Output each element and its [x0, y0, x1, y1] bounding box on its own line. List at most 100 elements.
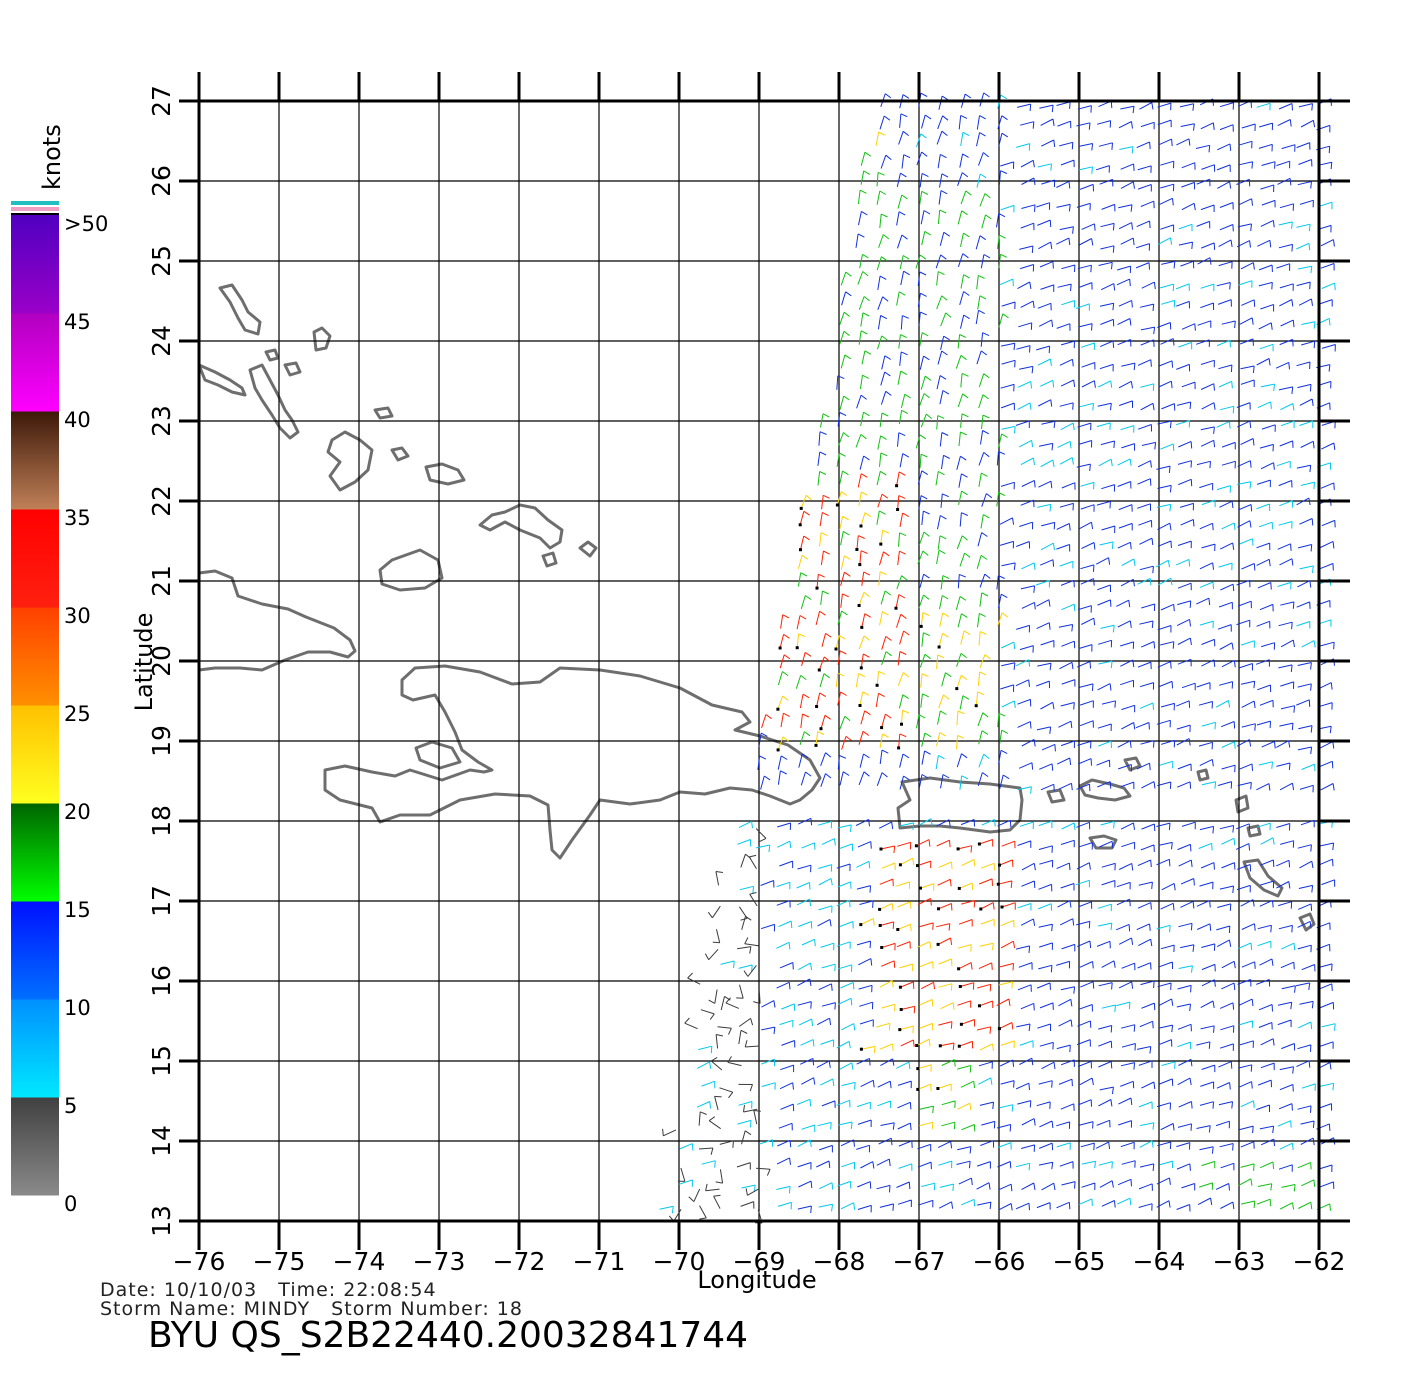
- wind-barb: [1258, 761, 1273, 766]
- wind-barb: [710, 1060, 723, 1071]
- wind-barb: [1136, 220, 1150, 228]
- wind-barb: [753, 1110, 758, 1125]
- wind-barb: [1061, 679, 1076, 685]
- wind-barb-flag: [1213, 440, 1216, 448]
- wind-barb: [820, 413, 824, 428]
- wind-barb-flag: [740, 917, 748, 921]
- wind-barb: [896, 941, 911, 948]
- wind-barb-flag: [753, 1001, 761, 1004]
- wind-barb-flag: [1270, 401, 1272, 409]
- wind-barb: [899, 630, 905, 645]
- wind-barb: [1177, 460, 1192, 465]
- wind-barb: [1140, 980, 1155, 986]
- wind-barb: [916, 151, 923, 166]
- wind-barb: [1120, 578, 1134, 587]
- wind-barb-flag: [1114, 1200, 1116, 1208]
- wind-barb: [817, 471, 821, 486]
- coastline: [424, 462, 466, 486]
- wind-barb: [1077, 1020, 1091, 1027]
- coastline: [1123, 756, 1142, 772]
- wind-barb: [977, 532, 983, 547]
- wind-barb: [738, 1030, 742, 1045]
- wind-barb: [860, 710, 866, 725]
- wind-barb: [1096, 759, 1110, 766]
- wind-barb-flag: [1073, 986, 1076, 994]
- wind-barb: [859, 900, 874, 905]
- wind-barb-flag: [704, 953, 710, 960]
- wind-barb: [1018, 439, 1032, 448]
- wind-barb-flag: [845, 271, 852, 277]
- wind-barb: [878, 821, 892, 829]
- wind-barb-flag: [1189, 1078, 1192, 1086]
- wind-barb-flag: [1309, 465, 1312, 473]
- wind-barb: [1221, 721, 1235, 728]
- wind-barb-flag: [942, 493, 949, 498]
- colorbar-band: [11, 803, 59, 902]
- wind-barb-flag: [819, 471, 827, 475]
- wind-barb: [880, 1122, 895, 1126]
- wind-barb-flag: [1112, 245, 1115, 253]
- wind-barb-flag: [1130, 1179, 1132, 1187]
- wind-barb: [900, 981, 914, 988]
- wind-barb: [837, 412, 841, 427]
- wind-barb-flag: [1072, 918, 1075, 926]
- rain-flag-dot: [996, 882, 1000, 886]
- wind-barb-flag: [1294, 985, 1296, 993]
- wind-barb: [1140, 326, 1155, 331]
- wind-barb: [978, 1077, 992, 1085]
- wind-barb-flag: [1328, 1123, 1331, 1131]
- wind-barb-flag: [822, 413, 830, 418]
- wind-barb-flag: [1212, 1101, 1214, 1109]
- colorbar-cap: [11, 213, 59, 215]
- wind-barb-flag: [1001, 612, 1009, 618]
- wind-barb: [1056, 757, 1071, 765]
- wind-barb-flag: [1254, 923, 1256, 931]
- wind-barb-flag: [933, 982, 936, 990]
- wind-barb: [860, 1079, 874, 1088]
- wind-barb-flag: [1312, 565, 1314, 573]
- wind-barb: [1177, 582, 1192, 589]
- product-id: BYU QS_S2B22440.20032841744: [148, 1315, 749, 1356]
- wind-barb-flag: [1249, 240, 1251, 248]
- wind-barb-flag: [1069, 441, 1072, 449]
- wind-barb-flag: [1310, 725, 1313, 733]
- wind-barb: [1256, 1104, 1270, 1111]
- wind-barb-flag: [860, 434, 867, 440]
- wind-barb-flag: [1033, 562, 1036, 570]
- wind-barb: [1321, 344, 1336, 349]
- wind-barb-flag: [1268, 783, 1271, 791]
- wind-barb: [1277, 543, 1291, 550]
- wind-barb: [921, 231, 926, 246]
- wind-barb: [1240, 438, 1254, 446]
- wind-barb-flag: [1209, 923, 1212, 931]
- wind-barb: [1160, 1123, 1174, 1131]
- wind-barb: [960, 274, 965, 289]
- wind-barb: [1240, 262, 1254, 270]
- wind-barb: [1137, 859, 1151, 867]
- wind-barb-flag: [961, 210, 968, 216]
- wind-barb: [1217, 299, 1232, 305]
- wind-barb-flag: [823, 673, 830, 679]
- wind-barb-flag: [930, 818, 933, 826]
- wind-barb: [1060, 839, 1075, 845]
- wind-barb: [1236, 178, 1250, 185]
- wind-barb-flag: [979, 671, 987, 676]
- wind-barb: [1297, 1044, 1312, 1050]
- wind-barb: [1098, 1161, 1113, 1166]
- wind-barb: [663, 1129, 677, 1137]
- wind-barb: [897, 901, 911, 908]
- wind-barb: [939, 1183, 954, 1188]
- colorbar-label: 0: [64, 1192, 77, 1216]
- wind-barb: [1280, 420, 1295, 427]
- wind-barb: [1297, 1021, 1312, 1029]
- wind-barb: [1080, 342, 1095, 348]
- wind-barb: [758, 989, 761, 1004]
- wind-barb: [936, 131, 943, 145]
- rain-flag-dot: [880, 946, 884, 949]
- rain-flag-dot: [937, 645, 941, 649]
- wind-barb: [1098, 458, 1112, 467]
- wind-barb-flag: [1291, 386, 1294, 394]
- wind-barb: [1218, 1101, 1233, 1106]
- wind-barb-flag: [1111, 841, 1114, 849]
- wind-barb: [838, 997, 852, 1005]
